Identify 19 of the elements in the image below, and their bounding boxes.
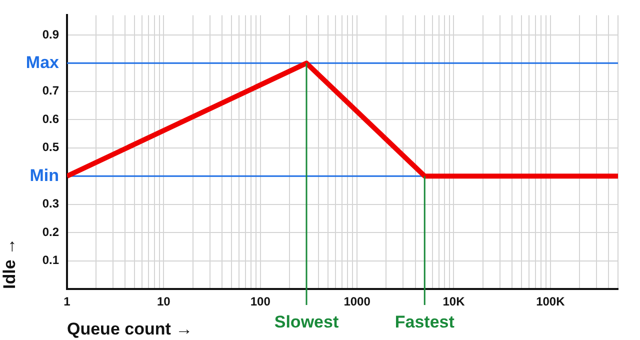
y-tick-label: 0.1 <box>42 253 60 268</box>
x-tick-label: 1 <box>64 294 71 309</box>
y-tick-label: 0.6 <box>42 112 60 126</box>
x-tick-label: 10K <box>442 294 466 309</box>
y-tick-label: 0.9 <box>42 27 60 42</box>
y-tick-label: 0.7 <box>42 84 60 98</box>
y-tick-label: 0.3 <box>42 196 60 211</box>
ref-line-label: Fastest <box>394 312 455 332</box>
x-axis-title: Queue count → <box>67 319 193 338</box>
ref-line-label: Slowest <box>274 312 339 332</box>
ref-line-label: Max <box>26 52 60 72</box>
x-tick-label: 1000 <box>344 294 371 309</box>
x-tick-label: 10 <box>157 294 171 309</box>
x-tick-label: 100 <box>250 294 271 309</box>
y-tick-label: 0.2 <box>42 224 60 239</box>
x-tick-label: 100K <box>536 294 566 309</box>
y-axis-title: Idle → <box>0 238 19 289</box>
y-tick-label: 0.5 <box>42 140 60 154</box>
ref-line-label: Min <box>30 166 59 185</box>
